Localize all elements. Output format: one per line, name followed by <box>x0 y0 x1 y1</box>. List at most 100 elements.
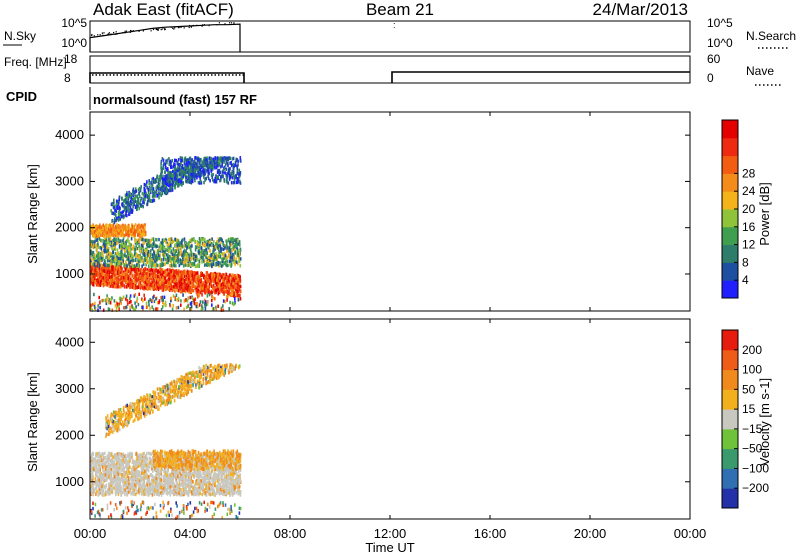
power-cell <box>149 284 151 288</box>
nsky-frame <box>89 20 691 53</box>
power-cell <box>129 250 132 255</box>
power-cell <box>226 240 228 244</box>
power-cell <box>206 168 209 172</box>
colorbar-segment <box>722 155 738 174</box>
y-tick-label: 3000 <box>55 173 84 188</box>
power-cell <box>215 252 217 256</box>
power-cell <box>101 267 103 271</box>
power-cell <box>214 263 217 267</box>
power-cell <box>110 254 112 258</box>
power-cell <box>217 291 220 296</box>
power-cell <box>199 278 201 283</box>
power-cell <box>159 282 162 286</box>
power-cell <box>217 169 220 173</box>
power-cell <box>166 188 169 193</box>
power-cell <box>215 174 217 178</box>
power-cell <box>120 232 123 237</box>
power-cell <box>106 294 108 298</box>
power-cell <box>146 268 149 272</box>
power-cell <box>112 284 114 289</box>
power-cell <box>231 176 234 180</box>
power-cell <box>134 280 137 284</box>
freq-tick-low: 8 <box>64 71 71 85</box>
power-cell <box>239 297 242 301</box>
power-cell <box>157 181 160 185</box>
power-cell <box>175 279 178 284</box>
power-cell <box>160 278 162 283</box>
power-cell <box>164 272 166 276</box>
power-cell <box>187 296 189 300</box>
power-cell <box>188 241 190 245</box>
power-cell <box>211 243 213 248</box>
power-cell <box>229 161 231 165</box>
power-cell <box>230 160 232 165</box>
power-cell <box>207 284 209 289</box>
power-cell <box>193 174 195 178</box>
nsky-sample <box>91 33 93 36</box>
power-cell <box>233 245 235 249</box>
power-cell <box>145 263 147 267</box>
power-cell <box>194 264 197 268</box>
power-cell <box>187 261 189 265</box>
power-cell <box>170 263 173 268</box>
power-cell <box>160 296 162 300</box>
power-cell <box>212 178 214 182</box>
power-cell <box>149 273 151 277</box>
power-cell <box>157 184 160 188</box>
power-cell <box>182 260 185 265</box>
power-cell <box>122 276 125 280</box>
power-cell <box>190 285 193 289</box>
power-cell <box>207 166 209 170</box>
power-cell <box>202 282 205 287</box>
power-cell <box>120 224 122 228</box>
power-cell <box>111 259 114 264</box>
power-cell <box>135 267 137 272</box>
power-cell <box>142 262 145 266</box>
power-cell <box>114 241 117 246</box>
power-cell <box>175 177 177 181</box>
power-cell <box>176 247 179 251</box>
power-cell <box>127 226 130 231</box>
colorbar-tick-label: 20 <box>742 202 756 216</box>
power-cell <box>217 251 220 255</box>
power-cell <box>161 305 164 309</box>
power-cell <box>118 302 120 306</box>
power-cell <box>198 275 201 279</box>
power-cell <box>152 192 154 196</box>
power-cell <box>208 156 211 160</box>
power-cell <box>160 168 163 172</box>
nsky-sample <box>160 29 162 31</box>
power-cell <box>132 231 135 236</box>
power-cell <box>135 245 137 249</box>
power-cell <box>239 257 242 261</box>
power-cell <box>128 239 130 244</box>
power-cell <box>143 273 146 277</box>
power-cell <box>130 210 133 214</box>
power-cell <box>229 252 231 257</box>
power-cell <box>126 264 128 268</box>
power-cell <box>209 254 212 258</box>
power-cell <box>108 225 111 229</box>
power-cell <box>159 258 162 262</box>
power-cell <box>108 298 110 302</box>
power-cell <box>211 175 213 180</box>
power-cell <box>131 274 134 278</box>
power-cell <box>102 272 105 277</box>
power-cell <box>168 157 170 161</box>
power-cell <box>105 231 107 235</box>
power-cell <box>128 212 130 217</box>
power-cell <box>157 186 160 191</box>
power-cell <box>161 295 164 299</box>
power-cell <box>115 262 118 266</box>
power-cell <box>143 229 145 233</box>
power-cell <box>214 255 216 259</box>
power-cell <box>112 228 115 232</box>
power-cell <box>115 241 118 246</box>
power-cell <box>114 217 116 221</box>
power-cell <box>130 300 132 304</box>
nsky-sample <box>216 24 218 26</box>
power-cell <box>155 256 157 260</box>
power-cell <box>111 273 114 278</box>
power-cell <box>101 281 103 286</box>
power-cell <box>227 181 230 185</box>
